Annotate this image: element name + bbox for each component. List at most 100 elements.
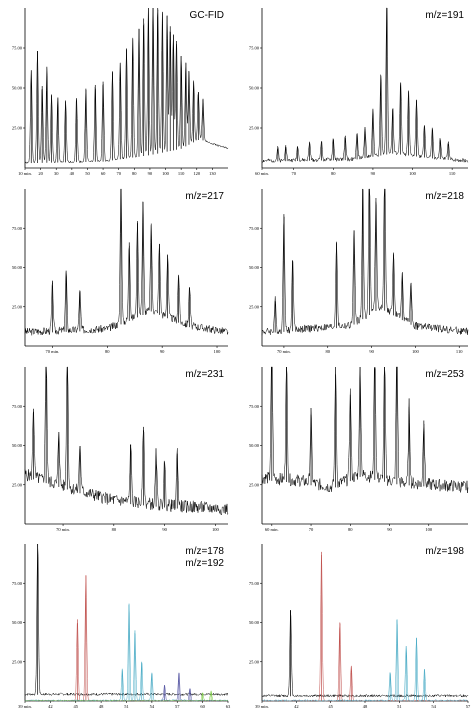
series-trace-0 <box>261 188 469 336</box>
x-tick-label: 90 <box>162 527 167 532</box>
series-trace-3 <box>24 672 228 702</box>
x-tick-label: 39 min. <box>18 704 32 709</box>
y-tick-label: 25.00 <box>12 482 23 487</box>
y-tick-label: 25.00 <box>12 126 23 131</box>
series-trace-0 <box>261 610 469 698</box>
y-tick-label: 50.00 <box>12 265 23 270</box>
x-tick-label: 45 <box>328 704 333 709</box>
x-tick-label: 100 <box>162 171 170 176</box>
x-tick-label: 100 <box>214 349 222 354</box>
panel-gc-fid: 25.00 50.00 75.00 10 min. 20 30 40 50 60 70 80 90 10… <box>3 2 232 180</box>
panel-mz198: 25.00 50.00 75.00 39 min. 42 45 48 51 54 57 m/z=1… <box>240 538 472 713</box>
x-tick-label: 54 <box>150 704 155 709</box>
x-tick-label: 100 <box>212 527 220 532</box>
panel-mz253: 25.00 50.00 75.00 60 min. 70 80 90 100 m/z=253 <box>240 361 472 536</box>
y-tick-label: 75.00 <box>12 226 23 231</box>
series-trace-0 <box>24 543 229 697</box>
x-tick-label: 54 <box>431 704 436 709</box>
x-tick-label: 60 min. <box>255 171 269 176</box>
x-tick-label: 90 <box>371 171 376 176</box>
x-tick-label: 40 <box>70 171 75 176</box>
chart-mz198: 25.00 50.00 75.00 39 min. 42 45 48 51 54 57 <box>249 544 471 709</box>
panel-title: m/z=191 <box>425 10 464 21</box>
x-tick-label: 51 <box>124 704 129 709</box>
y-tick-label: 75.00 <box>12 46 23 51</box>
y-tick-label: 25.00 <box>249 659 260 664</box>
panel-mz191: 25.00 50.00 75.00 60 min. 70 80 90 100 110 m/z=1… <box>240 2 472 180</box>
x-tick-label: 10 min. <box>18 171 32 176</box>
x-tick-label: 42 <box>294 704 299 709</box>
series-trace-2 <box>24 605 229 702</box>
panel-title: m/z=217 <box>185 191 224 202</box>
y-tick-label: 25.00 <box>249 482 260 487</box>
x-tick-label: 110 <box>456 349 463 354</box>
y-tick-label: 25.00 <box>12 304 23 309</box>
series-trace-1 <box>261 554 469 702</box>
chart-gc-fid: 25.00 50.00 75.00 10 min. 20 30 40 50 60 70 80 90 10… <box>12 7 229 176</box>
x-tick-label: 57 <box>466 704 471 709</box>
panel-mz231: 25.00 50.00 75.00 70 min. 80 90 100 m/z=231 <box>3 361 232 536</box>
x-tick-label: 100 <box>409 171 417 176</box>
y-tick-label: 50.00 <box>249 620 260 625</box>
series-trace-0 <box>261 366 469 494</box>
x-tick-label: 80 <box>348 527 353 532</box>
y-tick-label: 50.00 <box>12 620 23 625</box>
y-tick-label: 25.00 <box>249 126 260 131</box>
panel-title-line2: m/z=192 <box>185 558 224 569</box>
y-tick-label: 50.00 <box>249 443 260 448</box>
chart-mz178-mz192: 25.00 50.00 75.00 39 min. 42 45 48 51 54 57 60 63 <box>12 543 231 709</box>
x-tick-label: 51 <box>397 704 402 709</box>
chart-mz217: 25.00 50.00 75.00 70 min. 80 90 100 <box>12 188 229 354</box>
x-tick-label: 57 <box>175 704 180 709</box>
x-tick-label: 60 <box>101 171 106 176</box>
x-tick-label: 42 <box>48 704 53 709</box>
x-tick-label: 80 <box>132 171 137 176</box>
x-tick-label: 70 min. <box>56 527 70 532</box>
x-tick-label: 39 min. <box>255 704 269 709</box>
y-tick-label: 50.00 <box>249 265 260 270</box>
panel-title: m/z=178 m/z=192 <box>185 546 224 570</box>
series-trace-1 <box>24 575 229 702</box>
y-tick-label: 50.00 <box>12 443 23 448</box>
y-tick-label: 75.00 <box>249 404 260 409</box>
x-tick-label: 100 <box>412 349 420 354</box>
x-tick-label: 60 <box>200 704 205 709</box>
panel-mz217: 25.00 50.00 75.00 70 min. 80 90 100 m/z=217 <box>3 183 232 358</box>
chart-mz231: 25.00 50.00 75.00 70 min. 80 90 100 <box>12 366 229 532</box>
y-tick-label: 75.00 <box>12 581 23 586</box>
x-tick-label: 80 <box>331 171 336 176</box>
panel-mz178-mz192: 25.00 50.00 75.00 39 min. 42 45 48 51 54 57 60 63 m… <box>3 538 232 713</box>
series-trace-0 <box>24 188 229 336</box>
x-tick-label: 80 <box>105 349 110 354</box>
x-tick-label: 70 <box>309 527 314 532</box>
y-tick-label: 75.00 <box>12 404 23 409</box>
panel-title-line1: m/z=178 <box>185 546 224 557</box>
chart-mz191: 25.00 50.00 75.00 60 min. 70 80 90 100 110 <box>249 7 469 176</box>
series-trace-0 <box>261 7 469 164</box>
y-tick-label: 50.00 <box>249 86 260 91</box>
panel-mz218: 25.00 50.00 75.00 70 min. 80 90 100 110 m/z=218 <box>240 183 472 358</box>
x-tick-label: 90 <box>387 527 392 532</box>
panel-title: m/z=231 <box>185 369 224 380</box>
x-tick-label: 80 <box>112 527 117 532</box>
x-tick-label: 70 <box>291 171 296 176</box>
x-tick-label: 50 <box>85 171 90 176</box>
x-tick-label: 70 <box>116 171 121 176</box>
series-trace-0 <box>24 7 229 165</box>
x-tick-label: 48 <box>99 704 104 709</box>
panel-title: m/z=218 <box>425 191 464 202</box>
panel-title: m/z=253 <box>425 369 464 380</box>
x-tick-label: 120 <box>193 171 201 176</box>
x-tick-label: 60 min. <box>265 527 279 532</box>
x-tick-label: 48 <box>363 704 368 709</box>
x-tick-label: 70 min. <box>277 349 291 354</box>
series-trace-2 <box>261 620 469 702</box>
x-tick-label: 30 <box>54 171 59 176</box>
chart-mz253: 25.00 50.00 75.00 60 min. 70 80 90 100 <box>249 366 469 532</box>
x-tick-label: 90 <box>160 349 165 354</box>
x-tick-label: 110 <box>449 171 456 176</box>
x-tick-label: 63 <box>226 704 231 709</box>
y-tick-label: 25.00 <box>249 304 260 309</box>
x-tick-label: 45 <box>74 704 79 709</box>
